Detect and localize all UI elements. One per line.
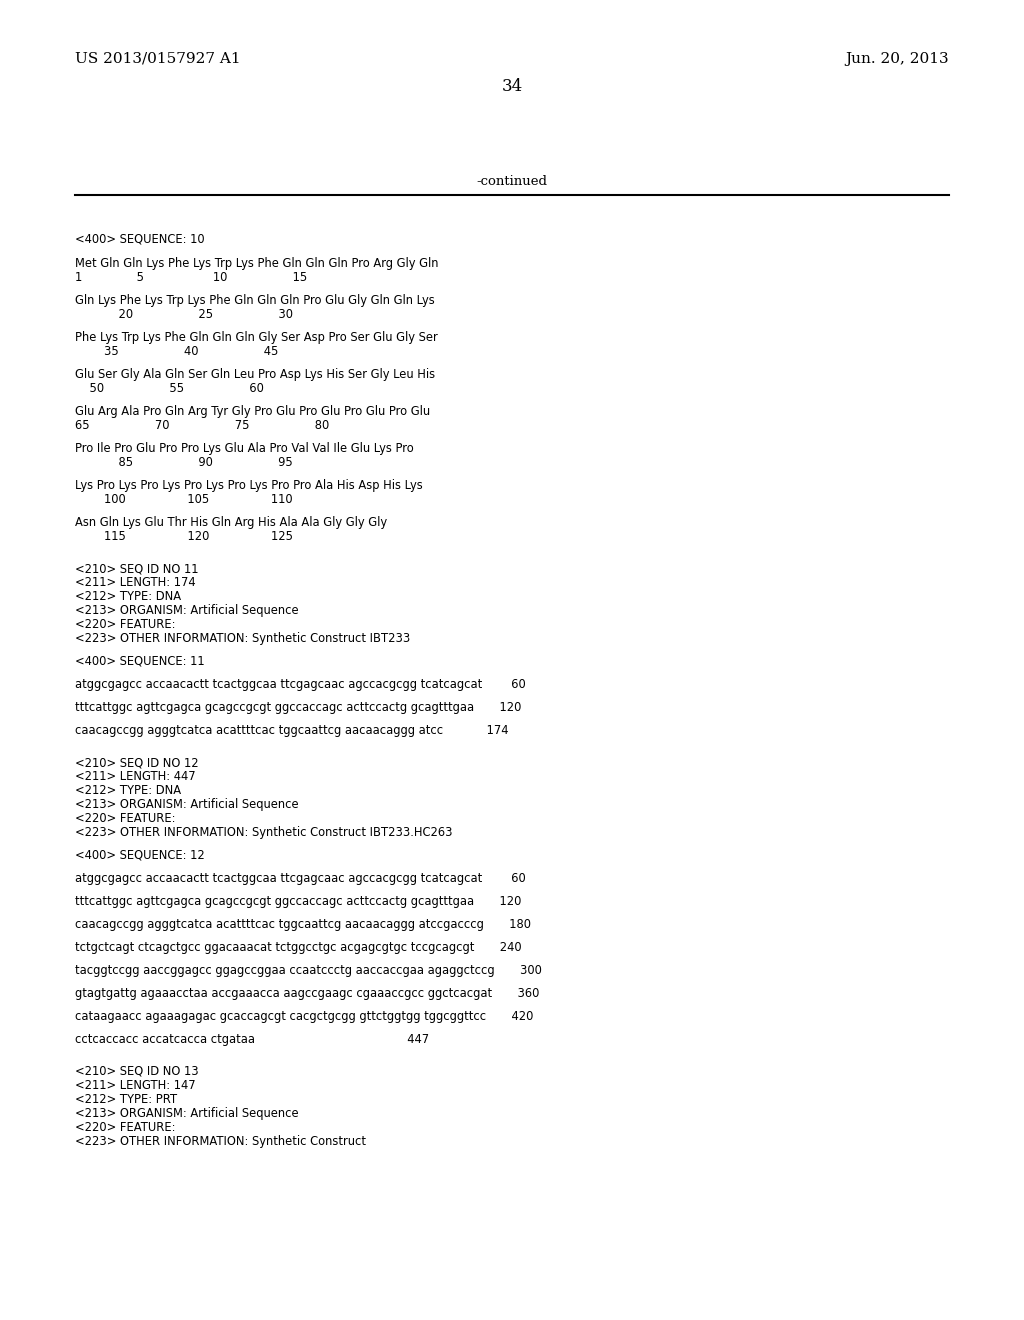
- Text: caacagccgg agggtcatca acattttcac tggcaattcg aacaacaggg atcc            174: caacagccgg agggtcatca acattttcac tggcaat…: [75, 723, 509, 737]
- Text: 85                  90                  95: 85 90 95: [75, 455, 293, 469]
- Text: <213> ORGANISM: Artificial Sequence: <213> ORGANISM: Artificial Sequence: [75, 799, 299, 810]
- Text: <220> FEATURE:: <220> FEATURE:: [75, 618, 175, 631]
- Text: Met Gln Gln Lys Phe Lys Trp Lys Phe Gln Gln Gln Pro Arg Gly Gln: Met Gln Gln Lys Phe Lys Trp Lys Phe Gln …: [75, 257, 438, 271]
- Text: <211> LENGTH: 174: <211> LENGTH: 174: [75, 576, 196, 589]
- Text: Pro Ile Pro Glu Pro Pro Lys Glu Ala Pro Val Val Ile Glu Lys Pro: Pro Ile Pro Glu Pro Pro Lys Glu Ala Pro …: [75, 442, 414, 455]
- Text: <211> LENGTH: 447: <211> LENGTH: 447: [75, 770, 196, 783]
- Text: caacagccgg agggtcatca acattttcac tggcaattcg aacaacaggg atccgacccg       180: caacagccgg agggtcatca acattttcac tggcaat…: [75, 917, 531, 931]
- Text: <400> SEQUENCE: 12: <400> SEQUENCE: 12: [75, 849, 205, 862]
- Text: Asn Gln Lys Glu Thr His Gln Arg His Ala Ala Gly Gly Gly: Asn Gln Lys Glu Thr His Gln Arg His Ala …: [75, 516, 387, 529]
- Text: Phe Lys Trp Lys Phe Gln Gln Gln Gly Ser Asp Pro Ser Glu Gly Ser: Phe Lys Trp Lys Phe Gln Gln Gln Gly Ser …: [75, 331, 437, 345]
- Text: <213> ORGANISM: Artificial Sequence: <213> ORGANISM: Artificial Sequence: [75, 605, 299, 616]
- Text: <210> SEQ ID NO 11: <210> SEQ ID NO 11: [75, 562, 199, 576]
- Text: <212> TYPE: PRT: <212> TYPE: PRT: [75, 1093, 177, 1106]
- Text: <210> SEQ ID NO 13: <210> SEQ ID NO 13: [75, 1065, 199, 1078]
- Text: <400> SEQUENCE: 10: <400> SEQUENCE: 10: [75, 232, 205, 246]
- Text: <210> SEQ ID NO 12: <210> SEQ ID NO 12: [75, 756, 199, 770]
- Text: 50                  55                  60: 50 55 60: [75, 381, 264, 395]
- Text: <212> TYPE: DNA: <212> TYPE: DNA: [75, 784, 181, 797]
- Text: cataagaacc agaaagagac gcaccagcgt cacgctgcgg gttctggtgg tggcggttcc       420: cataagaacc agaaagagac gcaccagcgt cacgctg…: [75, 1010, 534, 1023]
- Text: <223> OTHER INFORMATION: Synthetic Construct IBT233.HC263: <223> OTHER INFORMATION: Synthetic Const…: [75, 826, 453, 840]
- Text: Jun. 20, 2013: Jun. 20, 2013: [846, 51, 949, 66]
- Text: <220> FEATURE:: <220> FEATURE:: [75, 1121, 175, 1134]
- Text: <212> TYPE: DNA: <212> TYPE: DNA: [75, 590, 181, 603]
- Text: 65                  70                  75                  80: 65 70 75 80: [75, 418, 330, 432]
- Text: <211> LENGTH: 147: <211> LENGTH: 147: [75, 1078, 196, 1092]
- Text: atggcgagcc accaacactt tcactggcaa ttcgagcaac agccacgcgg tcatcagcat        60: atggcgagcc accaacactt tcactggcaa ttcgagc…: [75, 678, 525, 690]
- Text: Gln Lys Phe Lys Trp Lys Phe Gln Gln Gln Pro Glu Gly Gln Gln Lys: Gln Lys Phe Lys Trp Lys Phe Gln Gln Gln …: [75, 294, 435, 308]
- Text: -continued: -continued: [476, 176, 548, 187]
- Text: 100                 105                 110: 100 105 110: [75, 492, 293, 506]
- Text: Glu Arg Ala Pro Gln Arg Tyr Gly Pro Glu Pro Glu Pro Glu Pro Glu: Glu Arg Ala Pro Gln Arg Tyr Gly Pro Glu …: [75, 405, 430, 418]
- Text: 115                 120                 125: 115 120 125: [75, 531, 293, 543]
- Text: 34: 34: [502, 78, 522, 95]
- Text: <223> OTHER INFORMATION: Synthetic Construct IBT233: <223> OTHER INFORMATION: Synthetic Const…: [75, 632, 411, 645]
- Text: gtagtgattg agaaacctaa accgaaacca aagccgaagc cgaaaccgcc ggctcacgat       360: gtagtgattg agaaacctaa accgaaacca aagccga…: [75, 987, 540, 1001]
- Text: <223> OTHER INFORMATION: Synthetic Construct: <223> OTHER INFORMATION: Synthetic Const…: [75, 1135, 366, 1148]
- Text: tacggtccgg aaccggagcc ggagccggaa ccaatccctg aaccaccgaa agaggctccg       300: tacggtccgg aaccggagcc ggagccggaa ccaatcc…: [75, 964, 542, 977]
- Text: 35                  40                  45: 35 40 45: [75, 345, 279, 358]
- Text: tttcattggc agttcgagca gcagccgcgt ggccaccagc acttccactg gcagtttgaa       120: tttcattggc agttcgagca gcagccgcgt ggccacc…: [75, 701, 521, 714]
- Text: tctgctcagt ctcagctgcc ggacaaacat tctggcctgc acgagcgtgc tccgcagcgt       240: tctgctcagt ctcagctgcc ggacaaacat tctggcc…: [75, 941, 521, 954]
- Text: Glu Ser Gly Ala Gln Ser Gln Leu Pro Asp Lys His Ser Gly Leu His: Glu Ser Gly Ala Gln Ser Gln Leu Pro Asp …: [75, 368, 435, 381]
- Text: 20                  25                  30: 20 25 30: [75, 308, 293, 321]
- Text: <400> SEQUENCE: 11: <400> SEQUENCE: 11: [75, 655, 205, 668]
- Text: Lys Pro Lys Pro Lys Pro Lys Pro Lys Pro Pro Ala His Asp His Lys: Lys Pro Lys Pro Lys Pro Lys Pro Lys Pro …: [75, 479, 423, 492]
- Text: US 2013/0157927 A1: US 2013/0157927 A1: [75, 51, 241, 66]
- Text: <213> ORGANISM: Artificial Sequence: <213> ORGANISM: Artificial Sequence: [75, 1107, 299, 1119]
- Text: cctcaccacc accatcacca ctgataa                                          447: cctcaccacc accatcacca ctgataa 447: [75, 1034, 429, 1045]
- Text: tttcattggc agttcgagca gcagccgcgt ggccaccagc acttccactg gcagtttgaa       120: tttcattggc agttcgagca gcagccgcgt ggccacc…: [75, 895, 521, 908]
- Text: <220> FEATURE:: <220> FEATURE:: [75, 812, 175, 825]
- Text: 1               5                   10                  15: 1 5 10 15: [75, 271, 307, 284]
- Text: atggcgagcc accaacactt tcactggcaa ttcgagcaac agccacgcgg tcatcagcat        60: atggcgagcc accaacactt tcactggcaa ttcgagc…: [75, 873, 525, 884]
